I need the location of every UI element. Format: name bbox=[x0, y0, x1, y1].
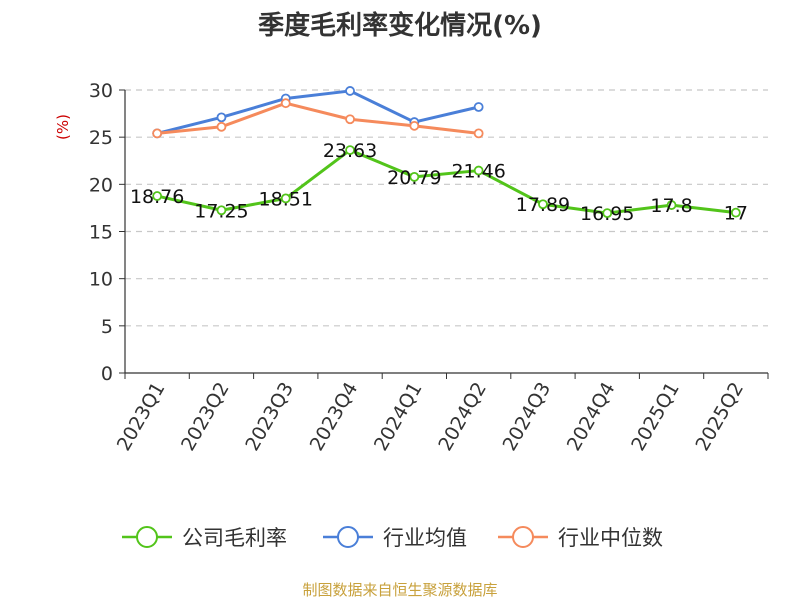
data-point bbox=[473, 165, 484, 176]
data-label: 20.79 bbox=[387, 167, 441, 189]
data-label: 18.51 bbox=[259, 188, 313, 210]
y-tick-label: 30 bbox=[89, 80, 113, 102]
series-line bbox=[155, 89, 481, 135]
data-point bbox=[345, 86, 355, 96]
legend-marker bbox=[337, 526, 359, 548]
x-tick-label: 2024Q1 bbox=[370, 379, 427, 455]
data-point bbox=[345, 145, 355, 155]
legend-marker bbox=[512, 526, 534, 548]
data-point bbox=[152, 191, 163, 201]
data-point bbox=[280, 193, 291, 204]
series-2 bbox=[152, 98, 484, 139]
x-tick-label: 2023Q1 bbox=[113, 379, 170, 455]
legend-item-1[interactable]: 行业均值 bbox=[323, 526, 467, 550]
data-label: 17.89 bbox=[516, 194, 570, 216]
y-tick-label: 5 bbox=[101, 316, 113, 338]
legend-label: 行业中位数 bbox=[558, 526, 663, 550]
data-point bbox=[538, 199, 548, 210]
source-note: 制图数据来自恒生聚源数据库 bbox=[302, 581, 497, 599]
y-tick-label: 15 bbox=[89, 222, 113, 244]
grid-lines bbox=[125, 89, 768, 327]
x-tick-label: 2023Q4 bbox=[306, 379, 363, 455]
x-tick-label: 2024Q3 bbox=[499, 379, 556, 455]
legend-label: 行业均值 bbox=[383, 526, 467, 550]
data-label: 21.46 bbox=[451, 161, 505, 183]
data-label: 18.76 bbox=[130, 186, 184, 208]
legend-item-0[interactable]: 公司毛利率 bbox=[122, 526, 287, 550]
series-line bbox=[155, 148, 738, 215]
data-label: 17 bbox=[724, 203, 748, 225]
data-point bbox=[473, 128, 484, 139]
y-tick-label: 20 bbox=[89, 174, 113, 196]
series-0 bbox=[152, 145, 741, 219]
x-tick-label: 2023Q2 bbox=[177, 379, 234, 455]
y-axis-unit: (%) bbox=[54, 114, 72, 140]
data-point bbox=[280, 98, 291, 109]
x-tick-label: 2023Q3 bbox=[241, 379, 298, 455]
data-point bbox=[152, 128, 163, 139]
data-point bbox=[602, 208, 613, 219]
legend[interactable]: 公司毛利率 行业均值 行业中位数 bbox=[122, 526, 663, 550]
data-point bbox=[730, 207, 741, 218]
chart-title: 季度毛利率变化情况(%) bbox=[258, 10, 542, 41]
y-tick-label: 25 bbox=[89, 127, 113, 149]
legend-item-2[interactable]: 行业中位数 bbox=[498, 526, 663, 550]
y-tick-label: 0 bbox=[101, 363, 113, 385]
x-tick-label: 2024Q4 bbox=[563, 379, 620, 455]
data-point bbox=[473, 102, 484, 112]
data-label: 23.63 bbox=[323, 140, 377, 162]
series-line bbox=[155, 101, 481, 135]
series-lines bbox=[152, 86, 741, 219]
data-label: 16.95 bbox=[580, 203, 634, 225]
data-point bbox=[409, 171, 420, 182]
data-labels: 18.76 17.25 18.51 23.63 20.79 21.46 17.89 16.95… bbox=[130, 140, 748, 225]
x-tick-label: 2025Q1 bbox=[627, 379, 684, 455]
data-point bbox=[216, 205, 227, 216]
data-point bbox=[345, 114, 355, 125]
x-tick-label: 2024Q2 bbox=[434, 379, 491, 455]
data-point bbox=[666, 200, 677, 210]
legend-label: 公司毛利率 bbox=[182, 526, 287, 550]
data-point bbox=[409, 120, 420, 131]
data-label: 17.25 bbox=[194, 200, 248, 222]
x-tick-label: 2025Q2 bbox=[691, 379, 748, 455]
legend-marker bbox=[136, 526, 158, 548]
data-label: 17.8 bbox=[650, 195, 692, 217]
data-point bbox=[216, 112, 227, 123]
data-point bbox=[216, 121, 227, 132]
y-tick-label: 10 bbox=[89, 269, 113, 291]
